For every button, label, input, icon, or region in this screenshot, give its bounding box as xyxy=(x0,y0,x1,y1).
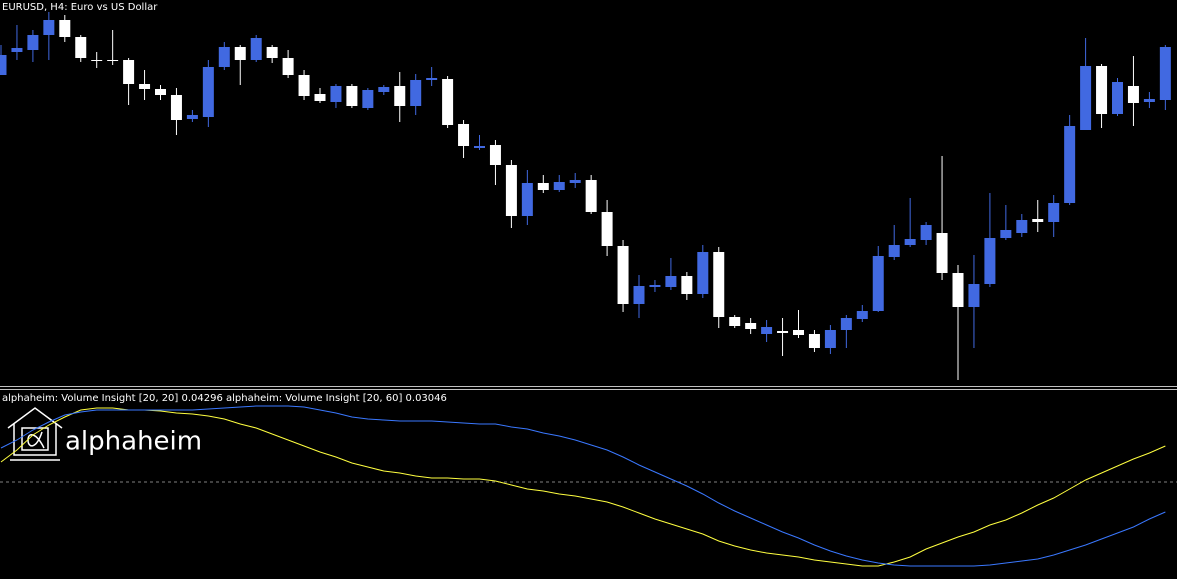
candle-body xyxy=(872,256,884,311)
candle-body xyxy=(936,233,948,273)
candle-body xyxy=(155,89,166,95)
candle-body xyxy=(1096,66,1108,114)
candle-body xyxy=(139,84,151,89)
candle-body xyxy=(713,252,725,317)
candle-body xyxy=(410,80,422,106)
candle-body xyxy=(282,58,294,75)
candle-body xyxy=(585,180,597,212)
candle-body xyxy=(1080,66,1092,130)
candle-body xyxy=(681,276,693,294)
candle-body xyxy=(489,145,501,165)
candle-body xyxy=(1143,99,1155,102)
candle-body xyxy=(649,285,661,287)
candle-body xyxy=(952,273,964,307)
indicator-line xyxy=(0,407,1166,567)
candle-body xyxy=(1016,220,1028,233)
candle-body xyxy=(745,323,757,329)
candle-body xyxy=(920,225,932,240)
candle-body xyxy=(1064,126,1076,203)
candle-body xyxy=(633,286,645,304)
candle-body xyxy=(59,20,71,37)
candle-body xyxy=(75,37,87,58)
indicator-line xyxy=(0,405,1166,567)
candle-body xyxy=(904,239,916,245)
candle-body xyxy=(808,334,820,348)
candle-body xyxy=(521,183,533,216)
candle-body xyxy=(346,86,358,106)
candle-body xyxy=(1048,203,1060,222)
candle-body xyxy=(1112,82,1123,114)
candle-body xyxy=(91,60,103,61)
candle-body xyxy=(330,86,342,102)
candle-body xyxy=(314,94,326,101)
candle-body xyxy=(793,330,804,335)
candle-body xyxy=(298,75,310,96)
logo-house xyxy=(13,424,57,456)
candle-body xyxy=(840,318,852,330)
candle-body xyxy=(617,246,629,304)
candle-body xyxy=(362,90,374,108)
candle-body xyxy=(697,252,709,294)
indicator-title: alphaheim: Volume Insight [20, 20] 0.042… xyxy=(2,393,447,404)
candle-body xyxy=(266,47,278,58)
candle-body xyxy=(11,48,23,52)
candle-body xyxy=(250,38,262,60)
candle-body xyxy=(553,182,565,190)
candle-body xyxy=(665,276,677,287)
candle-body xyxy=(27,35,39,50)
candle-body xyxy=(378,87,390,92)
candle-body xyxy=(394,86,406,106)
candle-body xyxy=(458,124,470,146)
candle-body xyxy=(856,311,868,319)
candle-body xyxy=(968,284,980,307)
candle-body xyxy=(43,20,55,35)
candle-body xyxy=(218,47,230,67)
logo-text: alphaheim xyxy=(65,427,202,457)
candle-body xyxy=(729,317,741,326)
logo-roof xyxy=(7,407,63,429)
candle-body xyxy=(0,55,7,75)
candle-body xyxy=(761,327,773,334)
candle-body xyxy=(202,67,214,117)
candle-body xyxy=(824,330,836,348)
candle-body xyxy=(505,165,517,216)
candle-body xyxy=(442,79,454,125)
candle-body xyxy=(426,78,438,80)
chart-title: EURUSD, H4: Euro vs US Dollar xyxy=(2,2,158,13)
candle-body xyxy=(186,115,198,119)
candle-body xyxy=(984,238,996,284)
logo-frame xyxy=(21,427,49,451)
candle-body xyxy=(1032,219,1044,222)
candle-body xyxy=(888,245,900,257)
logo xyxy=(7,407,63,461)
candle-body xyxy=(170,95,182,120)
candle-body xyxy=(1000,230,1012,238)
candle-body xyxy=(777,331,789,333)
candle-body xyxy=(601,212,613,246)
candle-body xyxy=(107,60,119,61)
candle-body xyxy=(234,47,246,60)
candle-body xyxy=(537,183,549,190)
candle-body xyxy=(474,146,485,148)
candle-body xyxy=(1127,86,1139,103)
candle-body xyxy=(1159,47,1171,100)
candle-body xyxy=(569,180,581,183)
candle-body xyxy=(123,60,135,84)
